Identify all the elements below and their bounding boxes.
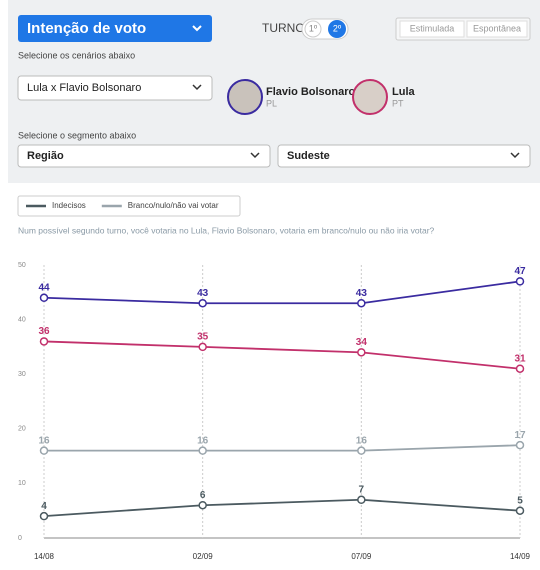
y-tick-label: 50 <box>18 262 26 269</box>
y-tick-label: 20 <box>18 426 26 433</box>
point <box>39 446 49 455</box>
point <box>357 298 366 308</box>
segment-dropdown[interactable] <box>17 144 271 168</box>
line <box>43 280 521 305</box>
data-label: 44 <box>38 282 50 293</box>
segment-prompt: Selecione o segmento abaixo <box>18 130 136 140</box>
segment-value: Região <box>27 150 64 162</box>
candidate-avatar <box>227 79 263 115</box>
legend-label: Indecisos <box>52 201 86 210</box>
turno-option[interactable] <box>304 20 322 38</box>
data-label: 16 <box>38 435 50 446</box>
point <box>198 298 207 308</box>
line <box>43 340 521 370</box>
data-label: 36 <box>38 326 50 337</box>
point <box>515 277 525 286</box>
data-label: 16 <box>197 435 209 446</box>
y-tick-label: 0 <box>18 535 22 542</box>
turno-label: TURNO <box>262 21 305 35</box>
y-tick-label: 30 <box>18 371 26 378</box>
point <box>357 495 366 505</box>
turno-option[interactable] <box>328 20 346 38</box>
mode-label: Estimulada <box>410 23 455 33</box>
mode-button[interactable] <box>466 20 528 38</box>
candidate-party: PL <box>266 98 277 108</box>
point <box>39 511 49 521</box>
data-label: 7 <box>359 484 365 495</box>
chevron <box>192 25 202 32</box>
x-tick-label: 02/09 <box>193 552 214 561</box>
segment-value: Sudeste <box>287 150 330 162</box>
segment-dropdown[interactable] <box>277 144 531 168</box>
data-label: 43 <box>197 288 209 299</box>
chevron <box>510 152 520 159</box>
scenario-value: Lula x Flavio Bolsonaro <box>27 82 141 94</box>
line <box>44 444 521 452</box>
title: Intenção de voto <box>27 20 146 37</box>
point <box>515 506 525 515</box>
point <box>357 446 366 455</box>
point <box>515 440 525 450</box>
data-label: 16 <box>356 435 368 446</box>
data-label: 34 <box>356 337 368 348</box>
legend-label: Branco/nulo/não vai votar <box>128 201 219 210</box>
point <box>515 364 525 373</box>
turno-option-label: 2º <box>333 23 342 33</box>
turno-option-label: 1º <box>309 23 318 33</box>
scenario-dropdown[interactable] <box>17 75 213 101</box>
data-label: 17 <box>514 430 526 441</box>
candidate-name: Flavio Bolsonaro <box>266 86 356 98</box>
data-label: 43 <box>356 288 368 299</box>
line <box>43 498 521 518</box>
point <box>39 337 49 346</box>
title-button[interactable] <box>18 15 212 42</box>
data-label: 35 <box>197 332 209 343</box>
chevron <box>192 84 202 91</box>
x-tick-label: 14/08 <box>34 552 55 561</box>
y-tick-label: 40 <box>18 316 26 323</box>
x-tick-label: 14/09 <box>510 552 531 561</box>
candidate-party: PT <box>392 98 404 108</box>
chevron <box>250 152 260 159</box>
data-label: 4 <box>41 501 47 512</box>
y-tick-label: 10 <box>18 480 26 487</box>
mode-label: Espontânea <box>473 23 521 33</box>
data-label: 6 <box>200 490 206 501</box>
data-label: 31 <box>514 353 526 364</box>
candidate-name: Lula <box>392 86 415 98</box>
point <box>357 348 366 357</box>
chart-title: Num possível segundo turno, você votaria… <box>18 225 435 235</box>
point <box>39 293 49 303</box>
legend <box>17 195 241 217</box>
x-tick-label: 07/09 <box>351 552 372 561</box>
mode-button[interactable] <box>399 20 465 38</box>
point <box>198 500 207 510</box>
data-label: 5 <box>517 495 523 506</box>
point <box>198 446 207 455</box>
scenario-prompt: Selecione os cenários abaixo <box>18 50 135 60</box>
data-label: 47 <box>514 266 526 277</box>
candidate-avatar <box>352 79 388 115</box>
point <box>198 342 207 352</box>
